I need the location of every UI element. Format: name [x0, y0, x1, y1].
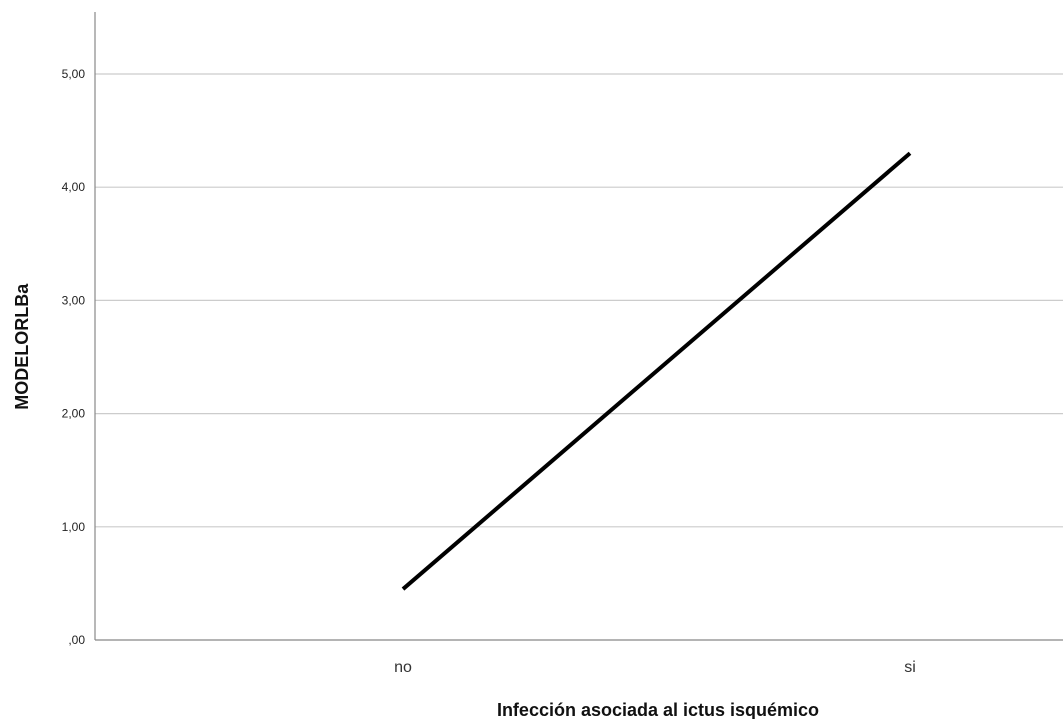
y-tick-label: 5,00 [62, 67, 86, 81]
x-tick-label: no [394, 659, 412, 676]
y-axis-ticks: ,00 1,00 2,00 3,00 4,00 5,00 [62, 67, 86, 647]
y-tick-label: 2,00 [62, 407, 86, 421]
y-tick-label: 4,00 [62, 180, 86, 194]
x-tick-label: si [904, 659, 916, 676]
series-group [401, 151, 912, 591]
gridlines [95, 73, 1063, 528]
y-axis-title: MODELORLBa [12, 283, 32, 410]
y-tick-label: 3,00 [62, 293, 86, 307]
y-tick-label: ,00 [68, 633, 85, 647]
series-line [401, 151, 912, 591]
x-axis-ticks: no si [394, 659, 916, 676]
y-tick-label: 1,00 [62, 520, 86, 534]
x-axis-title: Infección asociada al ictus isquémico [497, 700, 819, 719]
